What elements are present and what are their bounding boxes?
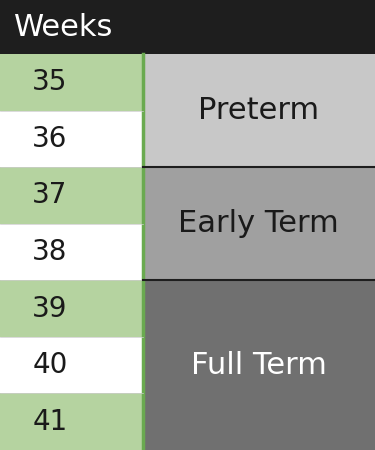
Text: Preterm: Preterm (198, 96, 319, 125)
FancyBboxPatch shape (142, 54, 375, 167)
FancyBboxPatch shape (0, 111, 142, 167)
FancyBboxPatch shape (142, 167, 375, 280)
Text: Early Term: Early Term (178, 209, 339, 238)
Text: 35: 35 (32, 68, 68, 96)
FancyBboxPatch shape (0, 280, 142, 337)
FancyBboxPatch shape (0, 0, 375, 54)
FancyBboxPatch shape (0, 54, 142, 111)
FancyBboxPatch shape (0, 393, 142, 450)
Text: Weeks: Weeks (14, 13, 114, 41)
Text: 41: 41 (32, 408, 68, 436)
Text: Full Term: Full Term (191, 351, 327, 380)
FancyBboxPatch shape (0, 167, 142, 224)
FancyBboxPatch shape (142, 280, 375, 450)
Text: 36: 36 (32, 125, 68, 153)
FancyBboxPatch shape (0, 224, 142, 280)
Text: 38: 38 (32, 238, 68, 266)
Text: 39: 39 (32, 295, 68, 323)
Text: 40: 40 (32, 351, 68, 379)
FancyBboxPatch shape (0, 337, 142, 393)
Text: 37: 37 (32, 181, 68, 209)
